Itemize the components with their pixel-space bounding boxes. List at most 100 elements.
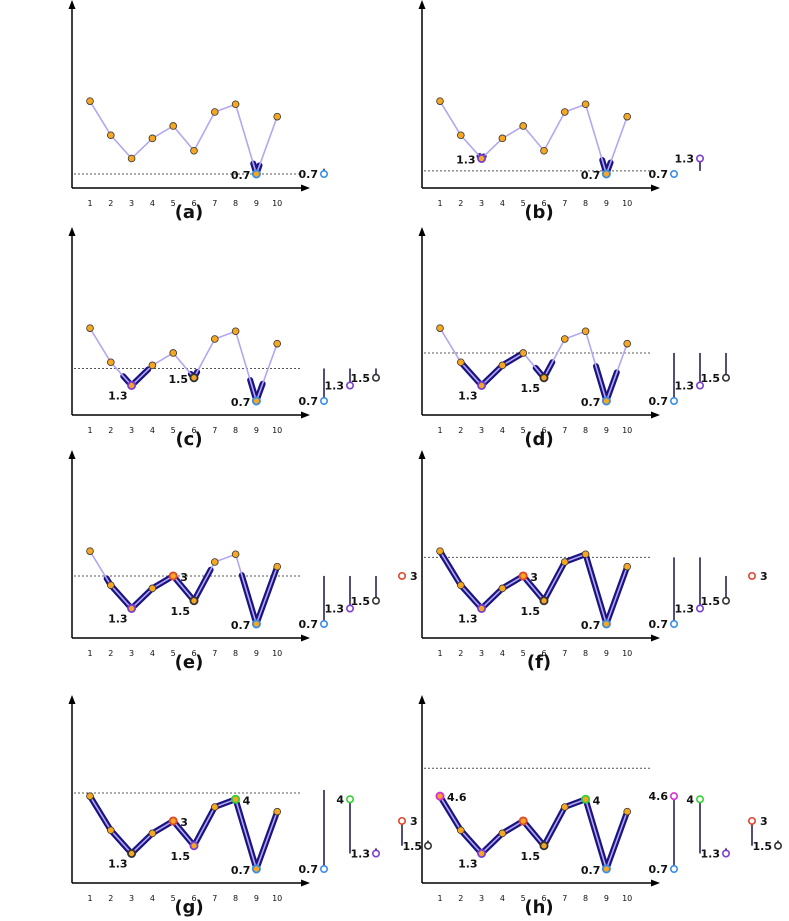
panel-f: 1 2 3 4 5 6 7 8 9 10 1.3 3 1.5 0.7 0.7 1.3 1.5 3 (f) bbox=[418, 450, 768, 673]
data-point bbox=[436, 547, 444, 555]
data-point bbox=[273, 112, 282, 121]
data-point bbox=[540, 146, 548, 155]
y-axis-arrow bbox=[68, 695, 76, 704]
x-tick-label: 4 bbox=[500, 199, 505, 208]
data-point bbox=[581, 550, 590, 559]
y-axis-arrow bbox=[418, 0, 426, 9]
x-tick-label: 2 bbox=[458, 426, 463, 435]
x-tick-label: 1 bbox=[437, 426, 442, 435]
critical-point-label: 0.7 bbox=[581, 396, 601, 409]
data-point bbox=[456, 826, 465, 835]
x-tick-label: 8 bbox=[583, 426, 588, 435]
x-tick-label: 4 bbox=[150, 426, 155, 435]
critical-point bbox=[189, 596, 199, 606]
y-axis-arrow bbox=[418, 450, 426, 459]
bar-label: 1.3 bbox=[325, 380, 345, 393]
x-tick-label: 1 bbox=[87, 426, 92, 435]
critical-point bbox=[477, 153, 487, 163]
data-point bbox=[456, 358, 465, 367]
x-tick-label: 5 bbox=[171, 199, 176, 208]
bar-birth-point bbox=[319, 864, 328, 873]
x-tick-label: 6 bbox=[541, 894, 546, 903]
critical-point-label: 4 bbox=[243, 794, 251, 807]
x-tick-label: 4 bbox=[150, 649, 155, 658]
x-tick-label: 8 bbox=[233, 649, 238, 658]
x-tick-label: 8 bbox=[233, 894, 238, 903]
critical-point-label: 1.5 bbox=[521, 605, 541, 618]
critical-point bbox=[518, 571, 528, 581]
data-point bbox=[169, 122, 178, 130]
x-tick-label: 9 bbox=[604, 649, 609, 658]
bar-label: 1.3 bbox=[675, 603, 695, 616]
bar-label: 1.5 bbox=[403, 840, 423, 853]
data-point bbox=[273, 339, 282, 348]
x-tick-label: 2 bbox=[458, 649, 463, 658]
x-tick-label: 3 bbox=[129, 894, 134, 903]
data-point bbox=[190, 146, 198, 155]
x-tick-label: 6 bbox=[541, 426, 546, 435]
critical-point bbox=[601, 619, 611, 629]
critical-point-label: 1.3 bbox=[108, 858, 128, 871]
critical-point-label: 1.3 bbox=[108, 390, 128, 403]
x-tick-label: 9 bbox=[254, 199, 259, 208]
data-point bbox=[581, 327, 590, 336]
critical-point bbox=[435, 791, 445, 801]
bar-label: 1.5 bbox=[351, 595, 371, 608]
bar-label: 0.7 bbox=[649, 395, 669, 408]
critical-point-label: 0.7 bbox=[231, 396, 251, 409]
bar-label: 3 bbox=[410, 815, 418, 828]
critical-point bbox=[581, 794, 591, 804]
critical-point bbox=[539, 596, 549, 606]
x-tick-label: 4 bbox=[500, 894, 505, 903]
bar-label: 0.7 bbox=[649, 618, 669, 631]
data-point bbox=[273, 807, 282, 816]
bar-label: 1.3 bbox=[351, 848, 371, 861]
series-line bbox=[89, 327, 278, 404]
data-point bbox=[560, 803, 569, 811]
critical-point bbox=[477, 849, 487, 859]
data-point bbox=[211, 558, 219, 566]
x-tick-label: 3 bbox=[129, 649, 134, 658]
data-point bbox=[581, 100, 590, 109]
y-axis-arrow bbox=[418, 695, 426, 704]
data-point bbox=[231, 550, 240, 559]
panel-caption: (f) bbox=[527, 652, 551, 673]
critical-point bbox=[251, 619, 261, 629]
x-tick-label: 3 bbox=[479, 426, 484, 435]
bar-label: 4 bbox=[336, 793, 344, 806]
panel-h: 1 2 3 4 5 6 7 8 9 10 4.6 1.3 1.5 4 0.7 4.6 0.7 4 1.3 3 1.5 (h… bbox=[418, 695, 782, 918]
data-point bbox=[560, 108, 569, 116]
data-point bbox=[211, 335, 219, 343]
critical-point bbox=[251, 396, 261, 406]
bar-birth-point bbox=[773, 841, 782, 850]
critical-point bbox=[539, 373, 549, 383]
data-point bbox=[273, 562, 282, 571]
critical-point-label: 1.5 bbox=[169, 373, 189, 386]
data-point bbox=[498, 829, 507, 838]
bar-birth-point bbox=[319, 619, 328, 628]
bar-birth-point bbox=[397, 571, 406, 580]
data-point bbox=[107, 358, 115, 367]
panel-e: 1 2 3 4 5 6 7 8 9 10 1.3 3 1.5 0.7 0.7 1.3 1.5 3 (e) bbox=[68, 450, 418, 673]
bar-label: 0.7 bbox=[299, 863, 319, 876]
critical-point-label: 1.3 bbox=[458, 390, 478, 403]
critical-point-label: 0.7 bbox=[231, 864, 251, 877]
bar-label: 1.5 bbox=[701, 372, 721, 385]
x-tick-label: 8 bbox=[583, 649, 588, 658]
critical-point bbox=[127, 380, 137, 390]
bar-birth-point bbox=[371, 596, 380, 605]
critical-point bbox=[189, 373, 199, 383]
bar-birth-point bbox=[695, 795, 704, 804]
x-tick-label: 9 bbox=[604, 199, 609, 208]
data-point bbox=[148, 829, 157, 838]
x-tick-label: 4 bbox=[500, 649, 505, 658]
bar-birth-point bbox=[423, 841, 432, 850]
series-line bbox=[439, 327, 628, 404]
x-axis-arrow bbox=[651, 879, 660, 887]
data-point bbox=[436, 97, 444, 105]
critical-point-label: 1.5 bbox=[521, 382, 541, 395]
data-point bbox=[148, 134, 157, 143]
x-tick-label: 7 bbox=[562, 649, 567, 658]
bar-bottom-label: 0.7 bbox=[649, 863, 669, 876]
critical-point-label: 0.7 bbox=[581, 864, 601, 877]
